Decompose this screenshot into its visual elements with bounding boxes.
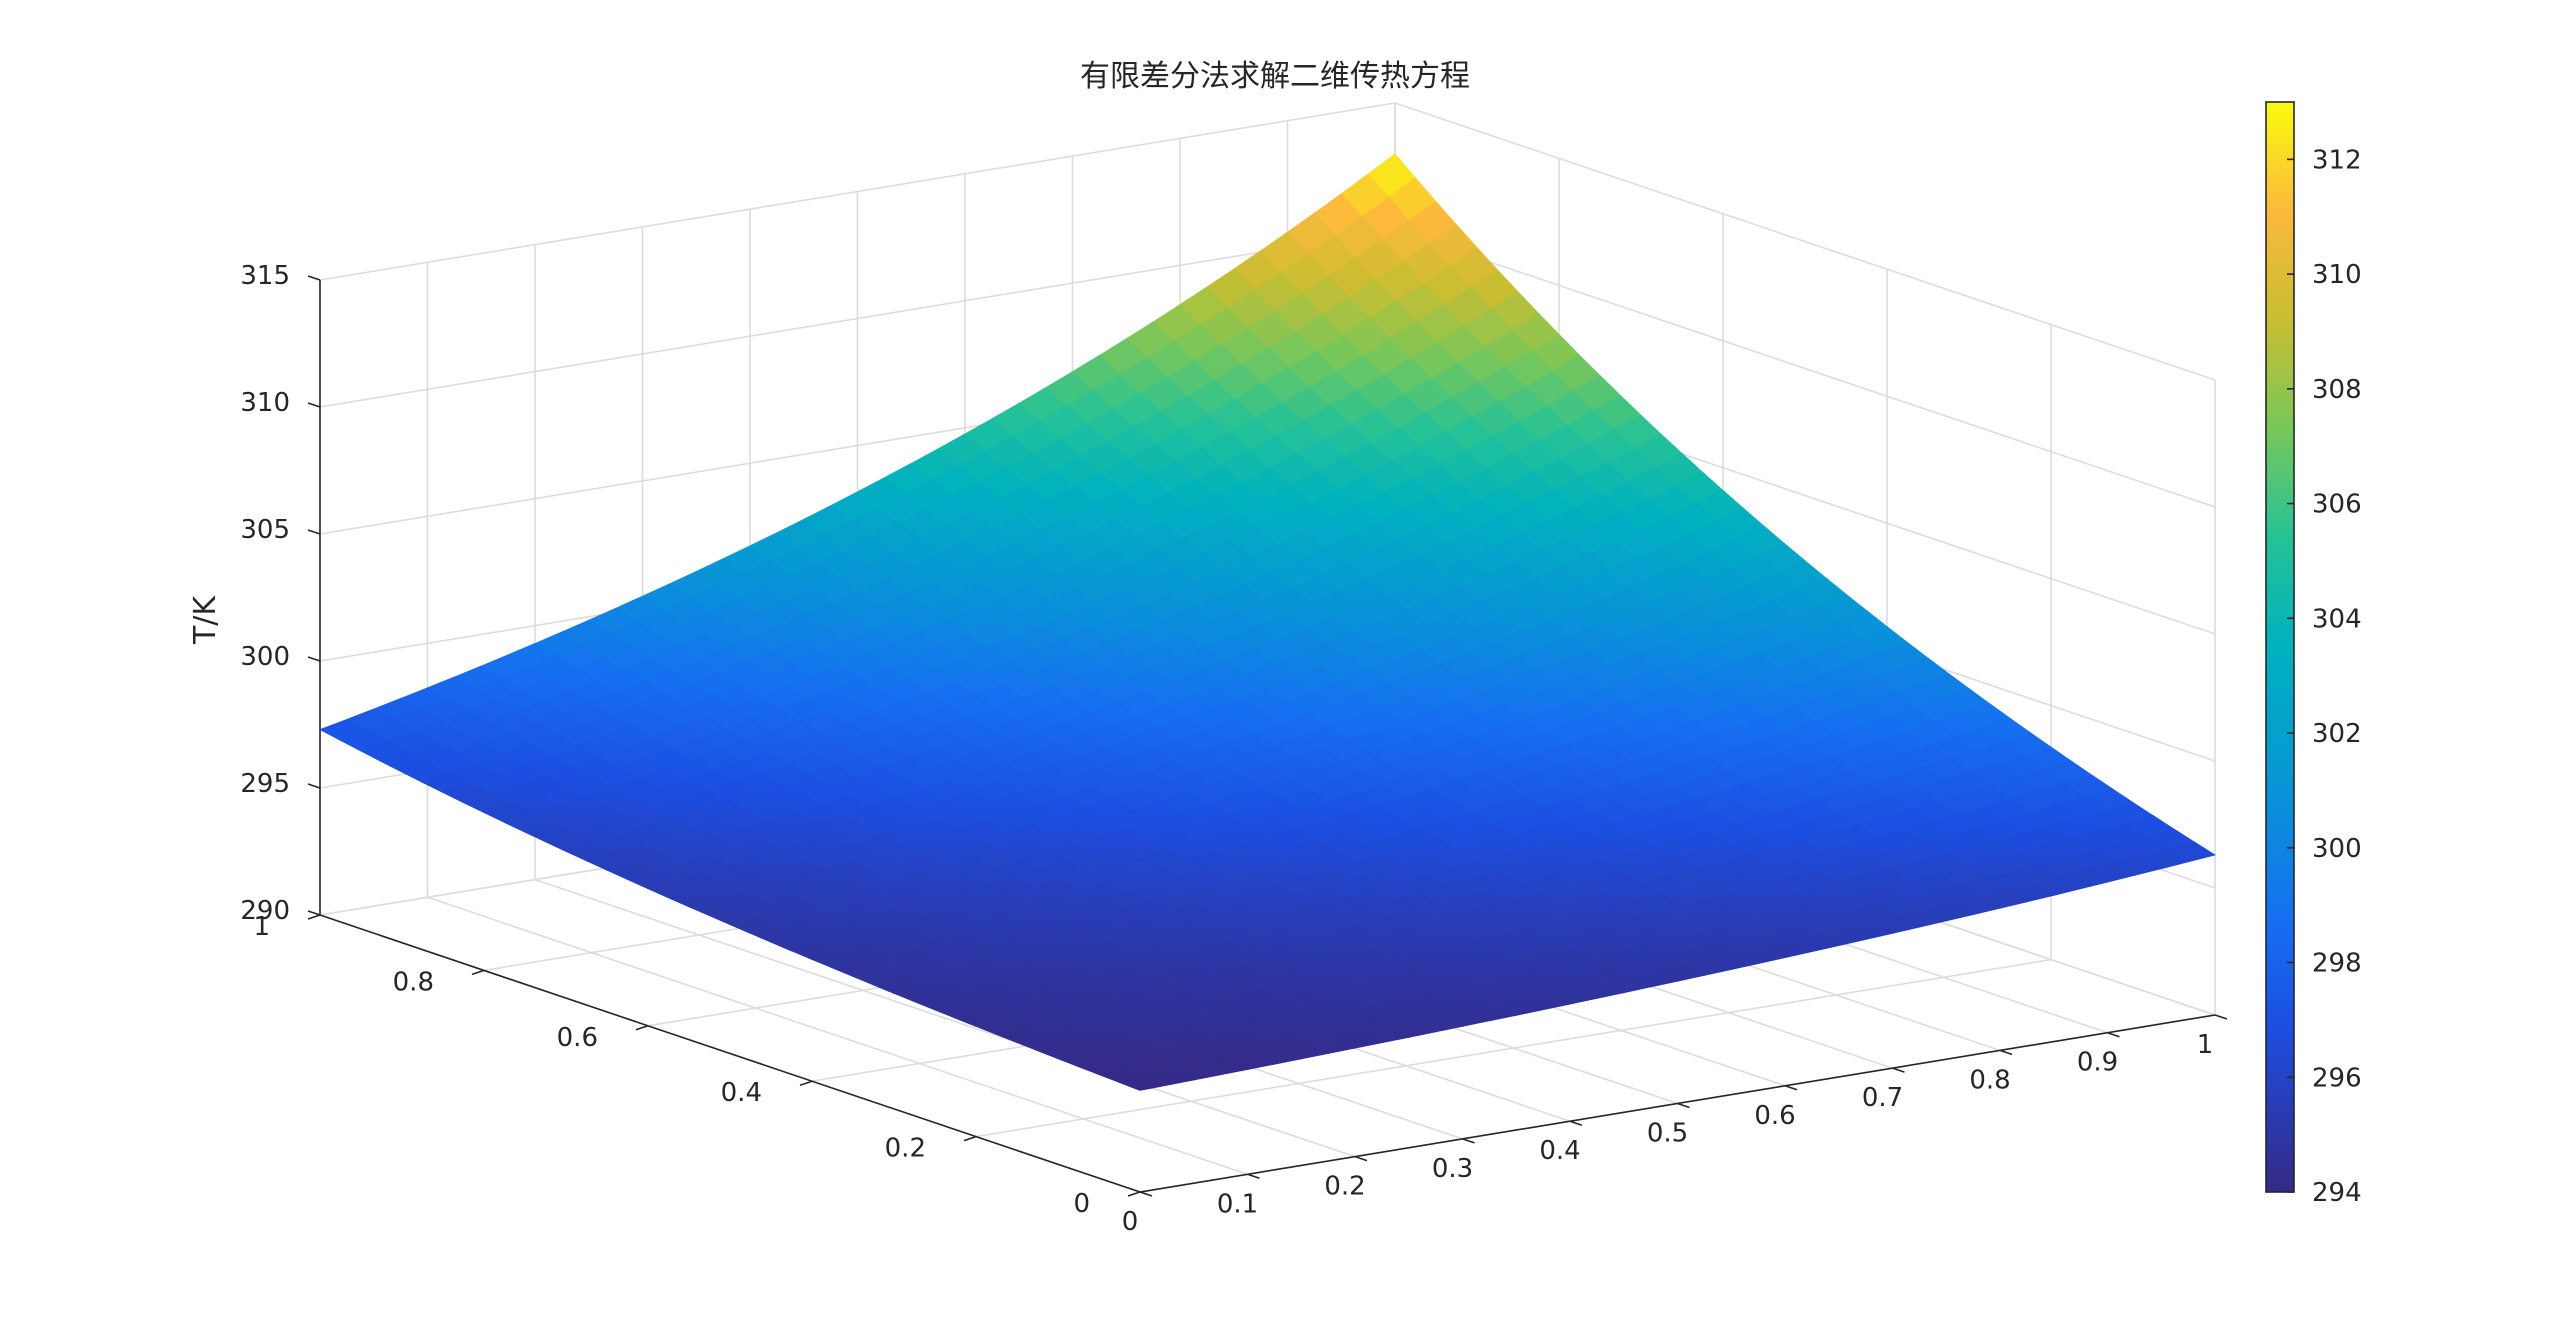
x-tick-mark [1139,1191,1153,1197]
colorbar-tick-label: 294 [2312,1178,2362,1208]
colorbar-tick-label: 302 [2312,719,2362,749]
z-tick-label: 300 [240,642,290,672]
x-tick-label: 0.7 [1862,1083,1903,1113]
x-tick-label: 1 [2197,1030,2214,1060]
z-tick-mark [307,275,321,281]
x-tick-mark [1999,1049,2013,1056]
grid-line [319,102,1396,281]
grid-line [1394,102,2216,381]
colorbar: 294 296 298 300 302 304 306 308 310 312 [2265,101,2362,1208]
x-tick-mark [1247,1173,1260,1180]
z-axis-label: T/K [188,595,223,645]
z-tick-label: 295 [240,769,290,799]
x-tick-label: 0 [1122,1207,1139,1237]
x-tick-label: 0.2 [1324,1172,1365,1202]
chart-title: 有限差分法求解二维传热方程 [1080,59,1470,94]
x-tick-label: 0.5 [1647,1119,1688,1149]
y-tick-mark [635,1025,649,1031]
x-tick-mark [1354,1155,1368,1162]
y-tick-label: 0.4 [721,1078,762,1108]
grid-line [534,878,1356,1158]
surface-patch [1118,1076,1169,1091]
x-tick-label: 0.4 [1539,1136,1580,1166]
colorbar-ticks: 294 296 298 300 302 304 306 308 310 312 [2287,145,2362,1208]
colorbar-tick-label: 298 [2312,949,2362,979]
y-tick-label: 0 [1073,1189,1090,1219]
x-tick-label: 0.8 [1969,1065,2010,1095]
colorbar-tick-label: 296 [2312,1063,2362,1093]
x-tick-mark [1677,1102,1690,1109]
x-tick-label: 0.9 [2077,1048,2118,1078]
x-tick-label: 0.3 [1432,1154,1473,1184]
z-tick-label: 290 [240,896,290,926]
colorbar-tick-label: 308 [2312,375,2362,405]
z-tick-label: 310 [240,388,290,418]
x-tick-mark [2214,1014,2228,1020]
y-tick-mark [1127,1191,1141,1197]
x-tick-mark [1569,1120,1583,1126]
y-tick-mark [799,1080,813,1086]
grid-line [1394,229,2216,508]
y-tick-label: 1 [253,912,270,942]
y-tick-label: 0.8 [393,967,434,997]
colorbar-bar [2265,101,2295,1193]
y-tick-mark [471,969,485,976]
z-tick-mark [307,656,321,662]
z-tick-mark [307,783,321,789]
y-axis-line [319,914,1141,1193]
surface-layer [319,153,2216,1091]
x-tick-mark [1784,1085,1798,1091]
grid-line [427,896,1248,1176]
x-tick-label: 0.6 [1754,1101,1795,1131]
tick-layer: 0 0.1 0.2 0.3 0.4 0.5 0.6 0.7 0.8 0.9 1 0 0.2 0.4 0.6 0… [240,261,2228,1237]
x-tick-label: 0.1 [1217,1189,1258,1219]
x-tick-mark [1462,1138,1475,1144]
colorbar-tick-label: 304 [2312,604,2362,634]
z-tick-mark [307,910,321,916]
z-tick-label: 305 [240,515,290,545]
z-tick-mark [307,402,321,408]
colorbar-tick-label: 310 [2312,260,2362,290]
x-tick-mark [1892,1067,1905,1073]
y-tick-mark [307,914,321,920]
z-tick-label: 315 [240,261,290,291]
colorbar-tick-label: 312 [2312,145,2362,175]
x-tick-mark [2107,1031,2120,1038]
y-tick-mark [963,1135,977,1142]
y-tick-label: 0.6 [557,1023,598,1053]
y-tick-label: 0.2 [885,1134,926,1164]
grid-line [975,958,2052,1138]
z-tick-mark [307,529,321,535]
colorbar-tick-label: 300 [2312,834,2362,864]
grid-line [319,229,1396,408]
colorbar-tick-label: 306 [2312,490,2362,520]
